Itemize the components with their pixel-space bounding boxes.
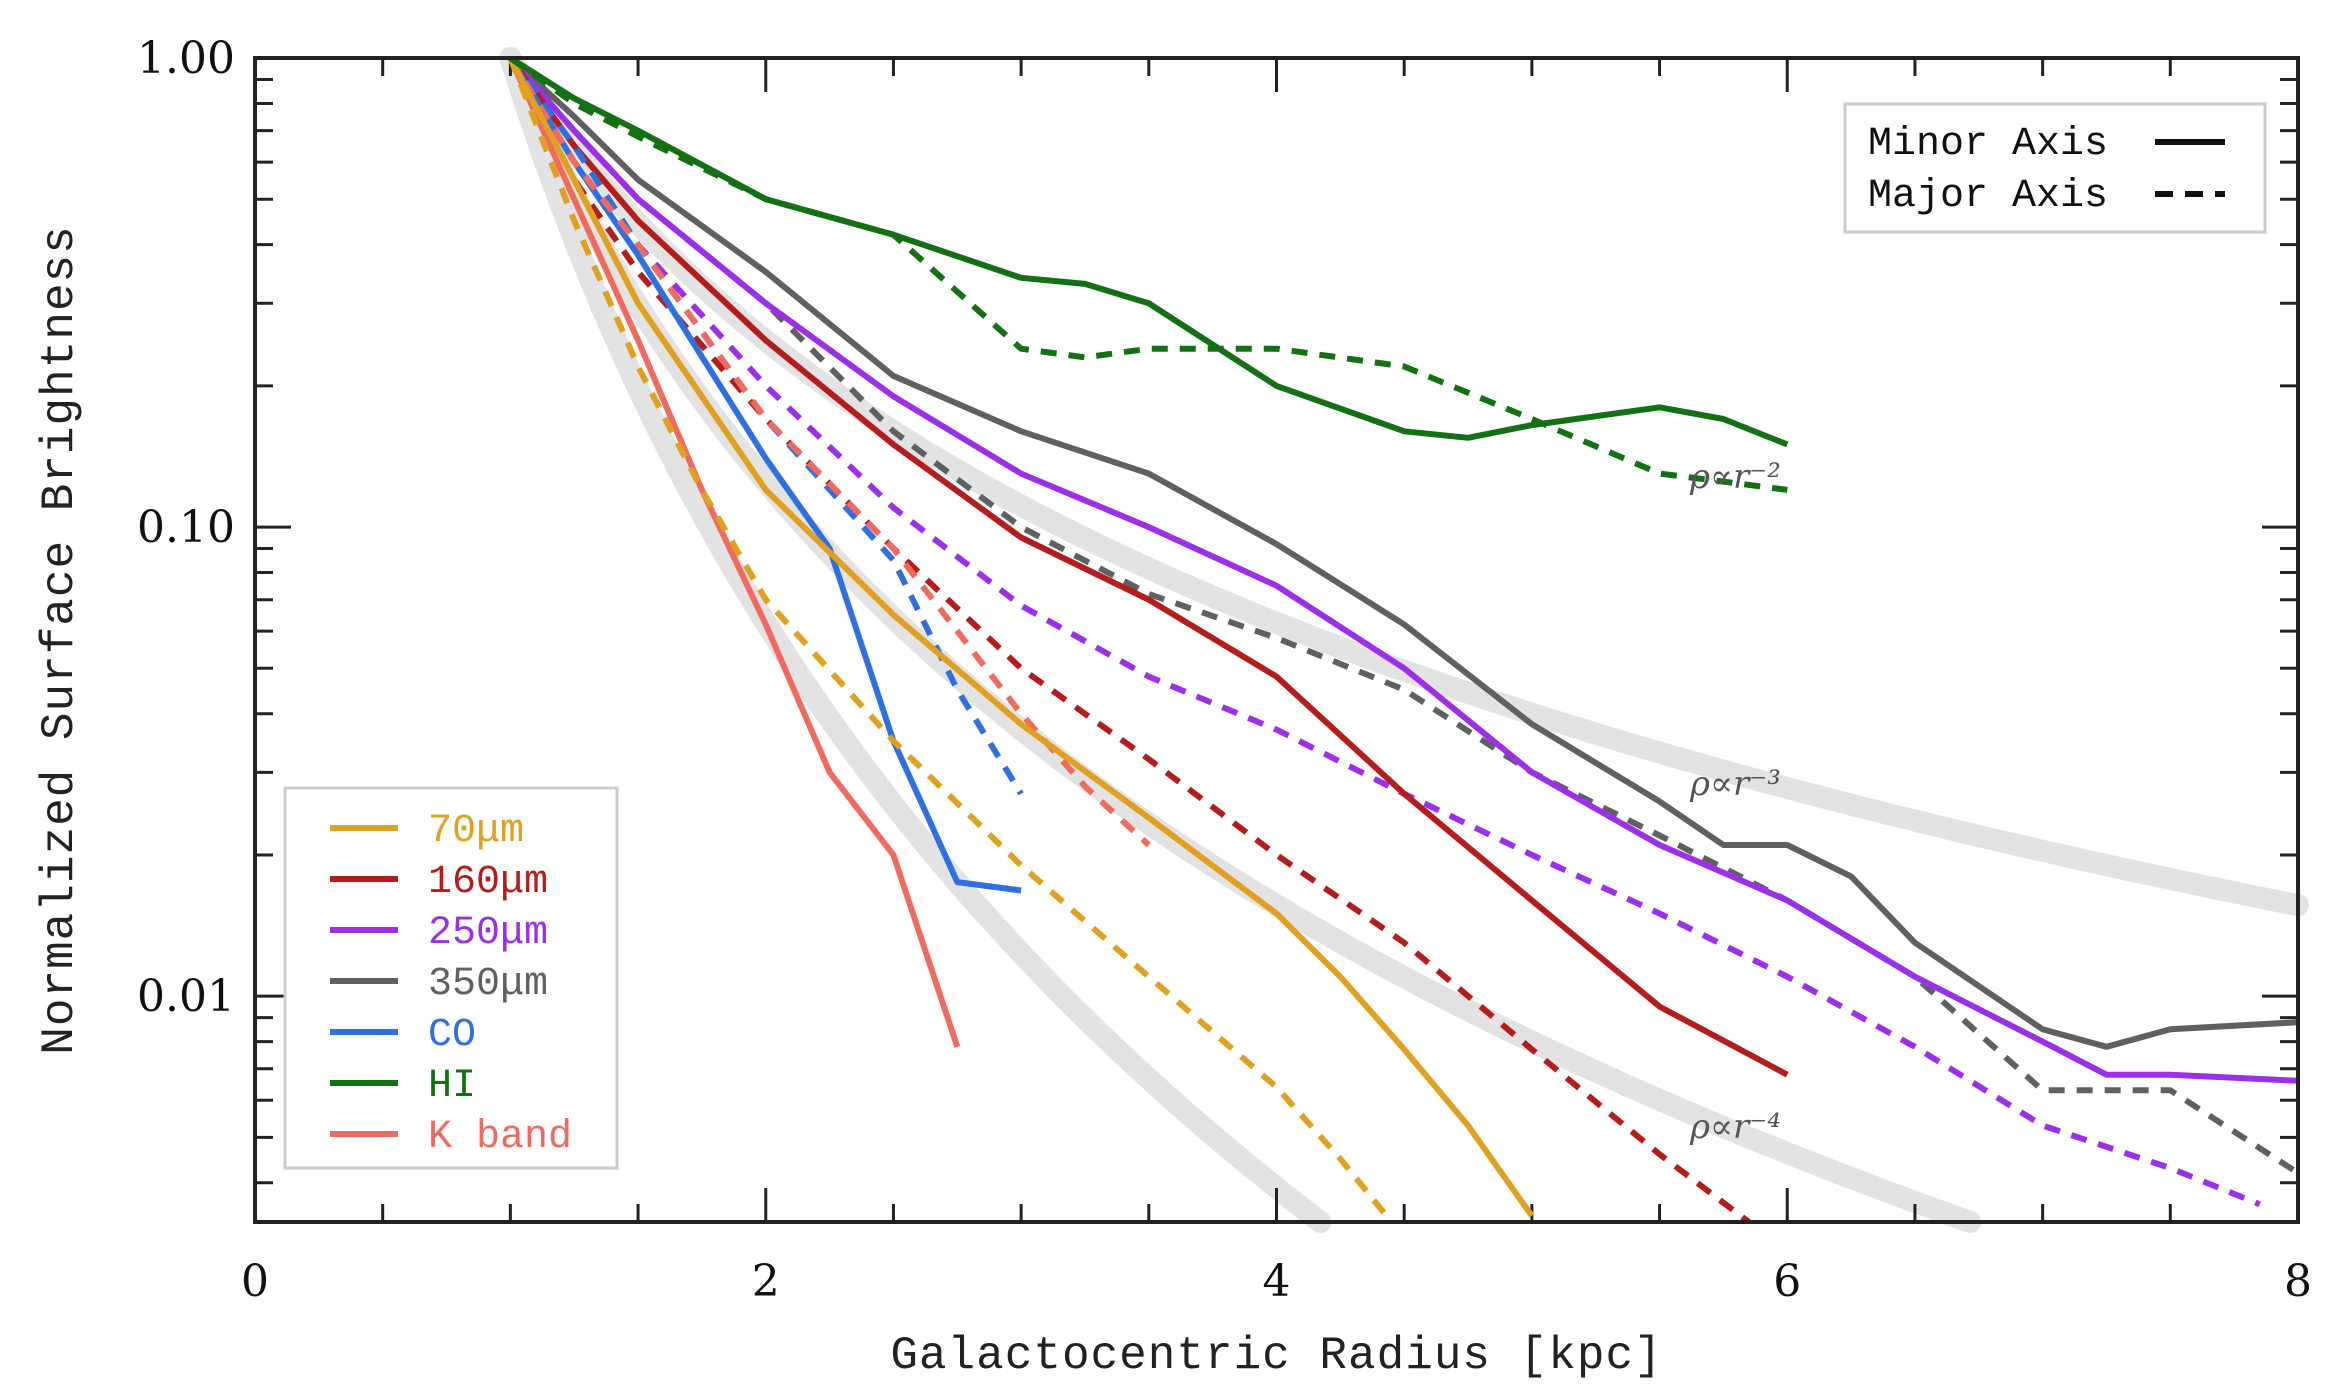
reference-line-4 xyxy=(499,47,1332,1233)
legend-label: K band xyxy=(428,1115,572,1160)
series-k-band-minor-axis xyxy=(507,58,961,1048)
y-tick-label: 1.00 xyxy=(137,33,235,84)
series-250-m-major-axis xyxy=(507,58,2261,1208)
legend-label: 160μm xyxy=(428,860,548,905)
series-k-band-major-axis xyxy=(507,58,1151,848)
axis-legend-box xyxy=(1843,102,2267,234)
reference-labels: ρ∝r⁻² ρ∝r⁻³ ρ∝r⁻⁴ xyxy=(1689,457,1781,1147)
legend-label: 250μm xyxy=(428,911,548,956)
series-hi-major-axis xyxy=(508,58,1788,493)
legend-label: 70μm xyxy=(428,809,524,854)
y-tick-label: 0.01 xyxy=(137,971,235,1022)
series-legend: 70μm 160μm 250μm 350μm CO HI K band xyxy=(283,786,619,1170)
y-tick-label: 0.10 xyxy=(137,502,235,553)
reference-label: ρ∝r⁻² xyxy=(1689,457,1781,497)
series-250-m-minor-axis xyxy=(508,58,2298,1084)
tick-labels: 0 2 4 6 8 1.00 0.10 0.01 xyxy=(137,33,2312,1307)
axis-legend-label: Minor Axis xyxy=(1868,122,2108,167)
axis-legend: Minor Axis Major Axis xyxy=(1843,102,2267,234)
x-axis-title: Galactocentric Radius [kpc] xyxy=(890,1330,1662,1382)
data-series xyxy=(507,58,2298,1222)
x-tick-label: 8 xyxy=(2284,1256,2312,1307)
x-tick-label: 2 xyxy=(752,1256,780,1307)
series-160-m-major-axis xyxy=(507,58,1751,1222)
y-axis-title: Normalized Surface Brightness xyxy=(34,225,86,1055)
plot-frame xyxy=(253,56,2300,1224)
series-350-m-minor-axis xyxy=(508,58,2298,1050)
series-160-m-minor-axis xyxy=(507,58,1789,1078)
x-tick-label: 6 xyxy=(1773,1256,1801,1307)
series-70-m-minor-axis xyxy=(507,58,1535,1218)
axis-legend-label: Major Axis xyxy=(1868,174,2108,219)
legend-label: 350μm xyxy=(428,962,548,1007)
x-tick-label: 0 xyxy=(241,1256,269,1307)
x-tick-label: 4 xyxy=(1263,1256,1291,1307)
series-hi-minor-axis xyxy=(508,58,1789,448)
reference-label: ρ∝r⁻⁴ xyxy=(1689,1107,1781,1147)
series-350-m-major-axis xyxy=(508,58,2298,1176)
legend-label: CO xyxy=(428,1013,476,1058)
legend-label: HI xyxy=(428,1064,476,1109)
series-70-m-major-axis xyxy=(507,58,1394,1222)
reference-label: ρ∝r⁻³ xyxy=(1689,764,1781,804)
